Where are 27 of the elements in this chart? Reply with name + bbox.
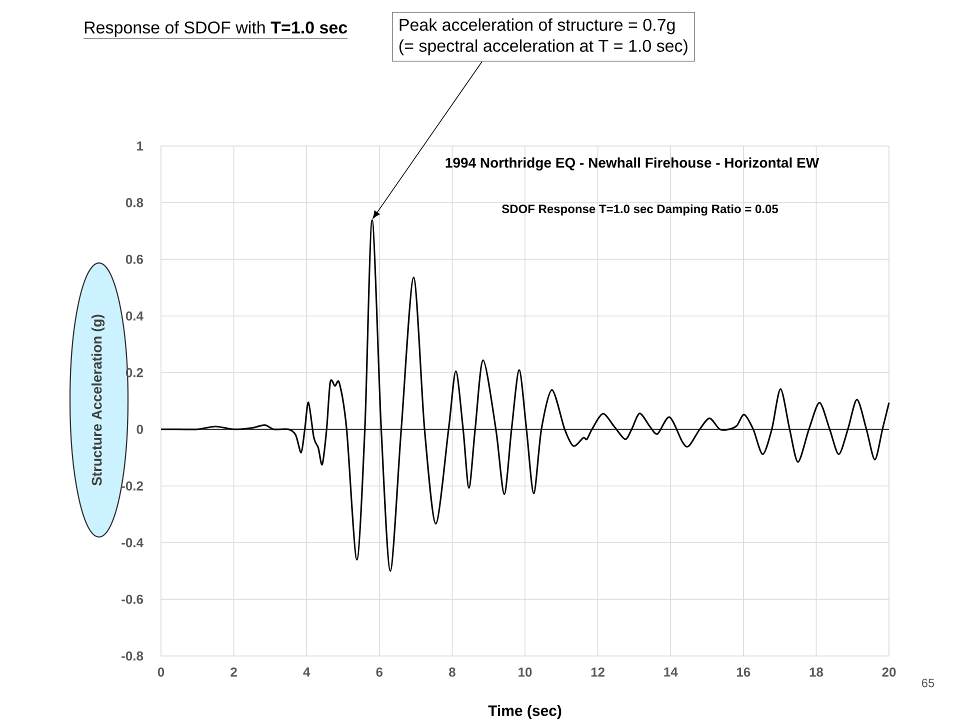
- annotation: SDOF Response T=1.0 sec Damping Ratio = 0.05: [502, 204, 778, 216]
- x-tick-label: 12: [591, 668, 605, 677]
- y-tick-label: -0.8: [122, 651, 144, 661]
- x-tick-label: 20: [882, 668, 896, 677]
- text: 65: [922, 678, 934, 688]
- chart-title: Response of SDOF with T=1.0 sec: [84, 21, 348, 37]
- x-tick-label: 16: [736, 668, 750, 677]
- x-tick-label: 14: [664, 668, 678, 676]
- x-axis-title: Time (sec): [488, 704, 562, 719]
- y-tick-label: 0.8: [126, 198, 144, 208]
- x-tick-label: 0: [158, 668, 164, 677]
- text: Peak acceleration of structure = 0.7g: [400, 18, 675, 34]
- x-tick-label: 6: [376, 668, 383, 677]
- y-tick-label: -0.4: [122, 538, 144, 548]
- annotation: (= spectral acceleration at T = 1.0 sec): [399, 39, 688, 56]
- y-axis-title: Structure Acceleration (g): [91, 314, 105, 486]
- y-tick-label: -0.6: [122, 594, 144, 604]
- y-tick-label: 0: [136, 424, 143, 434]
- y-tick-label: 0.6: [126, 254, 144, 264]
- x-tick-label: 8: [449, 668, 456, 677]
- text: 1994 Northridge EQ - Newhall Firehouse - Horizontal EW: [446, 157, 820, 171]
- x-tick-label: 10: [518, 668, 532, 677]
- x-tick-label: 18: [810, 668, 824, 677]
- x-tick-label: 4: [303, 668, 310, 676]
- y-tick-label: 1: [137, 142, 144, 150]
- y-tick-label: 0.4: [126, 311, 144, 321]
- x-tick-label: 2: [230, 668, 237, 677]
